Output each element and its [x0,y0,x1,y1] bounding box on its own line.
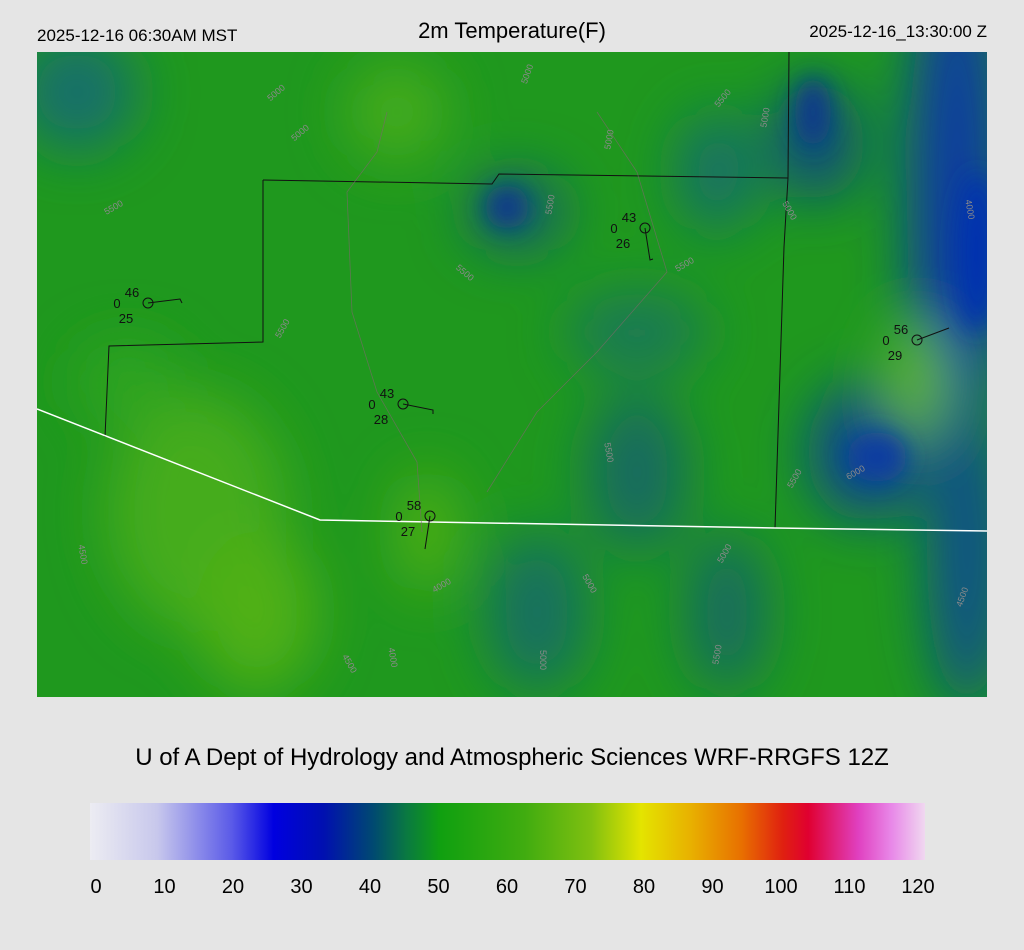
station-cloud: 0 [395,509,402,524]
contour-label: 5000 [538,650,548,670]
station-dewpoint: 26 [616,236,630,251]
colorbar-tick-label: 30 [290,876,313,898]
utc-time: 2025-12-16_13:30:00 Z [809,22,987,41]
station-temperature: 43 [380,386,394,401]
station-dewpoint: 25 [119,311,133,326]
local-time: 2025-12-16 06:30AM MST [37,26,238,45]
colorbar-tick-label: 120 [901,876,935,898]
colorbar-tick-label: 110 [833,876,866,898]
colorbar-tick-label: 10 [153,876,176,898]
station-cloud: 0 [368,397,375,412]
station: 58 027 [395,498,436,550]
station-temperature: 43 [622,210,636,225]
station-dewpoint: 27 [401,524,415,539]
colorbar [90,803,925,860]
colorbar-tick-label: 70 [564,876,587,898]
colorbar-tick-label: 40 [358,876,382,898]
colorbar-tick-label: 60 [495,876,519,898]
colorbar-tick-label: 90 [701,876,724,898]
station-temperature: 46 [125,285,139,300]
station: 46 025 [113,285,183,326]
station-circle [397,398,409,410]
station-temperature: 58 [407,498,421,513]
contour-label: 5500 [543,194,556,215]
station-dewpoint: 28 [374,412,388,427]
contour-label: 4500 [76,544,89,565]
contour-label: 5500 [602,442,615,463]
contour-label: 5500 [710,644,723,665]
station: 56 029 [882,322,950,363]
colorbar-tick-label: 0 [90,876,102,898]
wind-barb [424,515,431,550]
colorbar-tick-label: 50 [427,876,450,898]
station-circle [639,222,651,234]
station-cloud: 0 [610,221,617,236]
contour-label: 4000 [386,647,399,668]
wind-barb [147,298,183,304]
station-circle [142,297,154,309]
colorbar-tick-label: 20 [221,876,245,898]
contour-label: 5000 [602,129,615,150]
contour-label: 5000 [758,107,771,128]
colorbar-tick-label: 80 [632,876,656,898]
wind-barb [644,227,654,261]
station-circle [424,510,436,522]
station: 43 026 [610,210,654,261]
credit: U of A Dept of Hydrology and Atmospheric… [135,744,889,771]
station-dewpoint: 29 [888,348,902,363]
station: 43 028 [368,386,434,427]
station-cloud: 0 [882,333,889,348]
contour-label: 4000 [963,199,976,220]
station-circle [911,334,923,346]
wind-barb [402,403,434,414]
colorbar-tick-label: 100 [764,876,798,898]
station-cloud: 0 [113,296,120,311]
station-temperature: 56 [894,322,908,337]
map-title: 2m Temperature(F) [418,18,606,43]
wind-barb [916,327,950,341]
